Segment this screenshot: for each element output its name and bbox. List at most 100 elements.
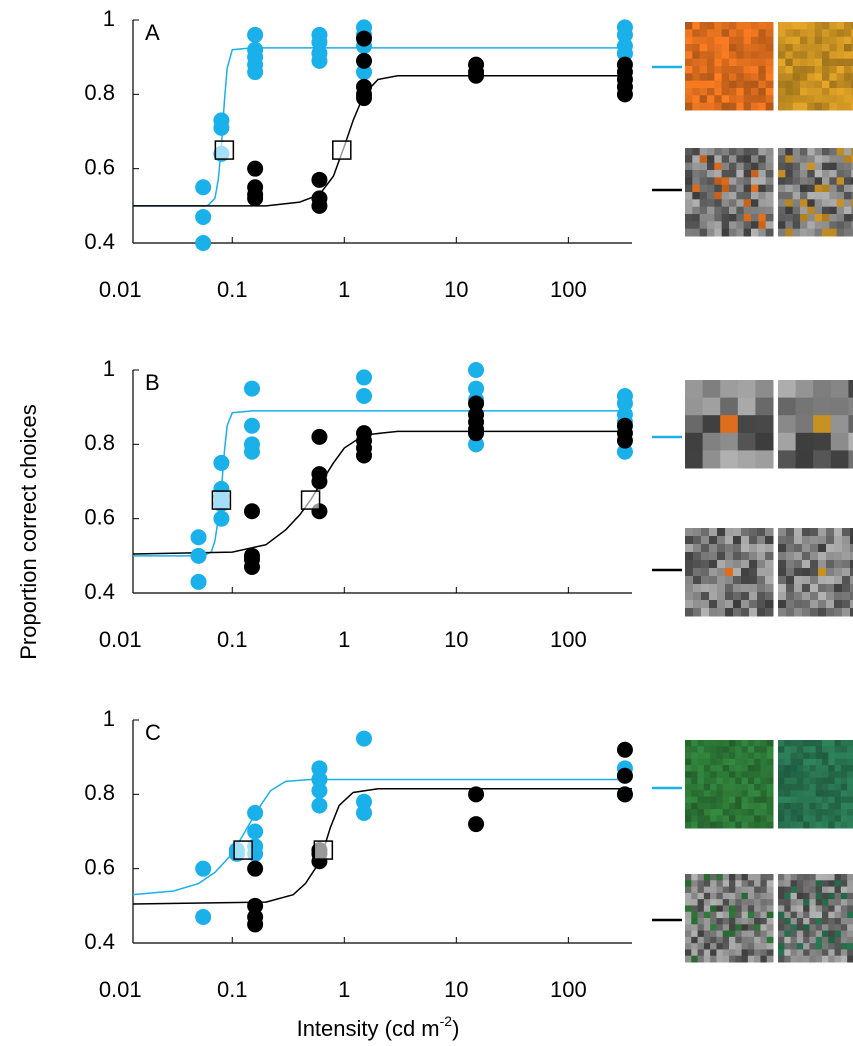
patch-cell: [815, 802, 823, 810]
patch-cell: [707, 170, 715, 178]
patch-cell: [796, 924, 804, 932]
patch-cell: [701, 552, 710, 561]
patch-cell: [828, 740, 836, 747]
patch-cell: [691, 955, 699, 963]
patch-cell: [785, 29, 794, 38]
patch-cell: [815, 809, 823, 816]
patch-cell: [747, 936, 755, 944]
patch-cell: [692, 177, 701, 186]
stimulus-patch: [685, 380, 774, 469]
patch-cell: [743, 214, 752, 222]
y-tick-label: 0.6: [84, 854, 115, 879]
patch-cell: [716, 777, 724, 785]
patch-cell: [685, 576, 694, 585]
patch-cell: [815, 784, 823, 791]
patch-cell: [697, 880, 705, 888]
patch-cell: [735, 892, 743, 900]
patch-cell: [822, 930, 829, 938]
patch-cell: [733, 592, 742, 601]
patch-cell: [741, 560, 750, 569]
patch-cell: [725, 592, 734, 601]
patch-cell: [828, 949, 836, 957]
patch-cell: [766, 892, 774, 900]
patch-cell: [800, 214, 808, 222]
patch-cell: [814, 214, 823, 222]
patch-cell: [751, 148, 759, 156]
patch-cell: [829, 22, 838, 30]
patch-cell: [721, 177, 730, 186]
patch-cell: [844, 177, 852, 186]
patch-cell: [809, 955, 817, 963]
patch-cell: [729, 206, 737, 215]
y-axis-label: Proportion correct choices: [16, 404, 41, 660]
data-point: [356, 793, 373, 810]
patch-cell: [796, 899, 804, 906]
patch-cell: [794, 528, 803, 537]
patch-cell: [691, 899, 699, 906]
patch-cell: [685, 177, 693, 186]
patch-cell: [807, 80, 816, 89]
patch-cell: [758, 51, 767, 60]
patch-cell: [818, 528, 827, 537]
patch-cell: [743, 80, 752, 89]
patch-cell: [778, 66, 786, 74]
patch-cell: [737, 450, 756, 469]
patch-cell: [758, 170, 767, 178]
patch-cell: [721, 199, 730, 208]
patch-cell: [693, 608, 702, 617]
patch-cell: [685, 568, 694, 577]
patch-cell: [758, 80, 767, 89]
patch-cell: [760, 771, 768, 779]
patch-cell: [736, 184, 745, 193]
patch-cell: [814, 29, 823, 38]
patch-cell: [778, 29, 786, 38]
patch-cell: [807, 95, 816, 104]
patch-cell: [834, 880, 842, 888]
patch-cell: [834, 796, 842, 804]
patch-cell: [749, 552, 758, 561]
patch-cell: [754, 752, 761, 760]
patch-cell: [751, 95, 759, 104]
patch-cell: [685, 66, 693, 74]
patch-cell: [691, 752, 699, 760]
threshold-marker: [233, 840, 253, 860]
patch-cell: [736, 102, 745, 111]
patch-cell: [813, 397, 832, 416]
patch-cell: [836, 80, 845, 89]
patch-cell: [803, 892, 810, 900]
panel-label: A: [145, 20, 160, 45]
patch-cell: [743, 22, 752, 30]
patch-cell: [707, 36, 715, 45]
patch-cell: [722, 758, 730, 766]
patch-cell: [733, 552, 742, 561]
patch-cell: [834, 771, 842, 779]
patch-cell: [699, 44, 708, 52]
patch-cell: [710, 899, 717, 906]
patch-cell: [691, 796, 699, 804]
patch-cell: [755, 380, 774, 399]
patch-cell: [722, 905, 730, 913]
patch-cell: [828, 936, 836, 944]
patch-cell: [809, 930, 817, 938]
patch-cell: [691, 892, 699, 900]
patch-cell: [725, 560, 734, 569]
patch-cell: [826, 584, 835, 593]
patch-cell: [741, 924, 749, 932]
patch-cell: [834, 955, 842, 963]
patch-cell: [741, 899, 749, 906]
patch-cell: [828, 784, 836, 791]
patch-cell: [751, 80, 759, 89]
patch-cell: [834, 784, 842, 791]
data-point: [311, 52, 328, 69]
patch-cell: [757, 536, 766, 545]
patch-cell: [741, 752, 749, 760]
x-tick-label: 1: [338, 977, 350, 1002]
patch-cell: [685, 746, 692, 754]
patch-cell: [722, 740, 730, 747]
patch-cell: [717, 568, 726, 577]
patch-cell: [760, 892, 768, 900]
patch-cell: [758, 162, 767, 171]
patch-cell: [758, 88, 767, 96]
patch-cell: [741, 576, 750, 585]
patch-cell: [800, 36, 808, 45]
